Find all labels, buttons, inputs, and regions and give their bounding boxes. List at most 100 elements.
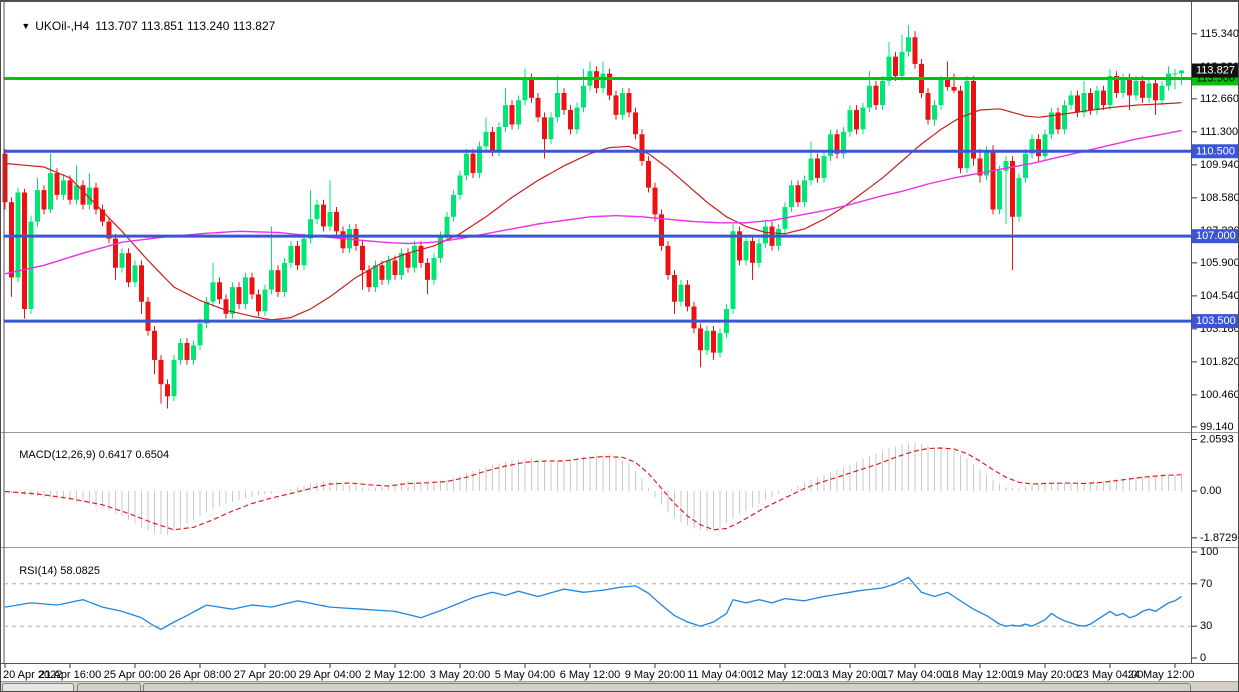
candle	[717, 328, 723, 358]
candle	[691, 301, 697, 334]
candle	[574, 102, 580, 135]
candle	[990, 145, 996, 215]
candle	[178, 338, 183, 365]
candle	[321, 199, 326, 232]
svg-text:107.000: 107.000	[1196, 230, 1236, 242]
chart-title: ▼ UKOil-,H4 113.707 113.851 113.240 113.82…	[8, 5, 275, 47]
candle	[28, 215, 34, 314]
ma-slow-magenta-line	[4, 129, 1182, 275]
candle	[1042, 129, 1048, 161]
macd-histogram	[4, 442, 1182, 535]
candle	[912, 31, 918, 69]
candle	[860, 102, 866, 135]
candle	[184, 338, 190, 365]
candle	[841, 126, 846, 159]
candle	[1107, 68, 1113, 111]
candle	[925, 88, 931, 125]
candle	[132, 260, 138, 288]
candle	[9, 197, 14, 297]
candle	[431, 253, 437, 285]
candle	[503, 88, 508, 132]
candle	[834, 129, 840, 159]
macd-main-value: 0.6417	[98, 449, 133, 461]
candle	[22, 188, 27, 319]
candle	[93, 182, 99, 215]
candle	[581, 68, 586, 113]
candle	[1101, 85, 1106, 111]
candle	[685, 279, 690, 312]
chart-tab[interactable]	[77, 683, 141, 691]
candle	[646, 156, 651, 193]
candle	[327, 180, 333, 232]
candle	[405, 248, 411, 273]
candle	[821, 151, 827, 183]
candle	[262, 284, 268, 317]
candle	[522, 68, 528, 106]
candle	[1068, 90, 1074, 111]
candle	[87, 173, 92, 210]
svg-text:13 May 20:00: 13 May 20:00	[817, 669, 884, 681]
candle	[743, 236, 749, 266]
svg-text:6 May 12:00: 6 May 12:00	[560, 669, 621, 681]
svg-text:2.0593: 2.0593	[1200, 434, 1234, 446]
chart-tab[interactable]	[2, 683, 74, 691]
candle	[555, 76, 560, 123]
candle	[308, 190, 313, 244]
candle	[847, 105, 853, 137]
price-axis[interactable]: 115.340113.980112.660111.300109.940108.5…	[1192, 28, 1239, 664]
candle	[516, 95, 521, 130]
svg-text:26 Apr 08:00: 26 Apr 08:00	[169, 669, 231, 681]
candle	[964, 76, 970, 174]
candle	[145, 296, 151, 336]
candle	[652, 182, 658, 222]
candle	[197, 318, 203, 351]
candle	[535, 93, 541, 123]
svg-text:104.540: 104.540	[1200, 290, 1239, 302]
candle	[828, 129, 833, 161]
candle	[379, 260, 385, 285]
candle	[873, 80, 879, 111]
candle	[126, 248, 131, 288]
candle	[80, 180, 86, 210]
candle	[457, 170, 463, 200]
candle	[41, 185, 47, 215]
candle	[815, 153, 820, 183]
chart-tab[interactable]	[143, 683, 1191, 691]
candle	[1114, 71, 1119, 98]
candle	[938, 76, 944, 111]
rsi-indicator-label: RSI(14) 58.0825	[7, 553, 100, 589]
svg-text:108.580: 108.580	[1200, 192, 1239, 204]
candle	[659, 209, 664, 251]
candle	[412, 241, 417, 273]
candle	[113, 233, 118, 280]
svg-text:21 Apr 16:00: 21 Apr 16:00	[39, 669, 101, 681]
candle	[191, 340, 196, 365]
candle	[607, 68, 612, 101]
candle	[730, 224, 736, 314]
candle	[256, 289, 261, 317]
candle	[1062, 100, 1067, 135]
svg-text:110.500: 110.500	[1196, 145, 1235, 157]
candle	[373, 260, 378, 292]
candle	[1146, 78, 1152, 103]
candle	[945, 61, 950, 91]
svg-text:111.300: 111.300	[1200, 126, 1238, 138]
candle	[756, 238, 762, 268]
candle	[997, 165, 1002, 215]
level-price-badge: 103.500	[1192, 314, 1238, 329]
candle	[152, 325, 157, 375]
candle	[392, 255, 398, 280]
svg-text:20 Apr 2022: 20 Apr 2022	[3, 669, 62, 681]
svg-text:23 May 04:00: 23 May 04:00	[1077, 669, 1144, 681]
symbol-dropdown-icon[interactable]: ▼	[21, 21, 31, 31]
svg-text:18 May 12:00: 18 May 12:00	[947, 669, 1014, 681]
candle	[119, 248, 125, 273]
svg-text:12 May 12:00: 12 May 12:00	[752, 669, 819, 681]
candle	[275, 265, 281, 297]
candle	[48, 153, 53, 214]
candle	[1036, 134, 1041, 161]
svg-text:101.820: 101.820	[1200, 356, 1239, 368]
candle	[1140, 76, 1145, 103]
